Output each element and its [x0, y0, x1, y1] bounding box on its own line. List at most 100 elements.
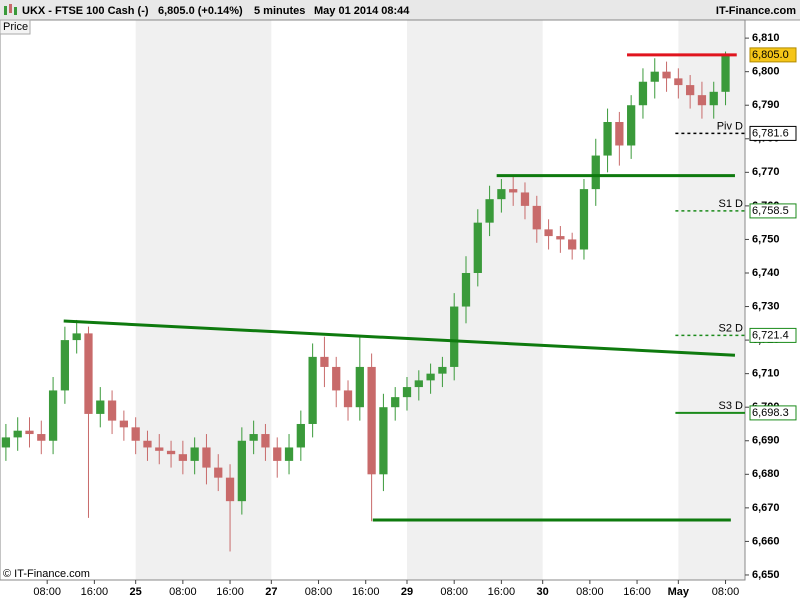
x-tick-label: 16:00: [352, 586, 380, 598]
candle-body: [178, 454, 187, 461]
candle-body: [296, 423, 305, 448]
day-shade: [135, 20, 272, 580]
symbol: UKX - FTSE 100 Cash (-): [22, 5, 149, 17]
candle-body: [13, 430, 22, 438]
candle-body: [131, 427, 140, 441]
brand: IT-Finance.com: [716, 5, 796, 17]
day-shade: [407, 20, 543, 580]
y-tick-label: 6,770: [752, 166, 780, 178]
candle-body: [84, 333, 93, 414]
level-tag: [749, 327, 797, 343]
level-name: Piv D: [717, 120, 743, 132]
x-tick-label: 16:00: [81, 586, 109, 598]
candle-body: [603, 122, 612, 156]
level-name: S1 D: [719, 198, 744, 210]
candle-body: [249, 434, 258, 441]
y-tick-label: 6,730: [752, 300, 780, 312]
candle-body: [107, 400, 117, 421]
candle-body: [48, 390, 58, 441]
candle-body: [485, 199, 494, 223]
x-tick-label: 25: [130, 586, 142, 598]
candle-body: [650, 71, 659, 82]
level-label: 6,721.4: [752, 329, 789, 341]
candle-body: [662, 71, 671, 79]
candle-body: [579, 189, 589, 250]
candle-body: [60, 340, 70, 391]
y-tick-label: 6,690: [752, 435, 780, 447]
y-tick-label: 6,710: [752, 368, 780, 380]
x-tick-label: 30: [537, 586, 549, 598]
y-tick-label: 6,680: [752, 468, 780, 480]
candle-body: [520, 192, 530, 206]
candle-body: [119, 420, 129, 428]
candle-body: [355, 366, 364, 408]
level-label: 6,781.6: [752, 127, 789, 139]
candle-body: [473, 222, 482, 273]
candle-body: [284, 447, 294, 461]
trend-line: [63, 319, 736, 357]
candle-body: [72, 333, 81, 341]
candle-body: [343, 390, 353, 408]
level-name: S3 D: [719, 400, 744, 412]
x-tick-label: 08:00: [440, 586, 468, 598]
x-tick-label: 16:00: [216, 586, 244, 598]
candle-body: [721, 54, 730, 92]
candle-body: [556, 236, 565, 240]
candle-body: [1, 437, 11, 448]
candle-body: [332, 366, 341, 391]
x-tick-label: 08:00: [33, 586, 61, 598]
y-tick-label: 6,750: [752, 233, 780, 245]
y-label: Price: [3, 21, 28, 33]
candle-body: [674, 78, 683, 86]
level-label: 6,758.5: [752, 205, 789, 217]
candle-body: [544, 229, 553, 237]
level-name: S2 D: [719, 322, 744, 334]
day-shade: [678, 20, 745, 580]
y-tick-label: 6,810: [752, 32, 780, 44]
candle-body: [627, 105, 636, 146]
candle-body: [615, 122, 624, 146]
x-tick-label: May: [668, 586, 690, 598]
candle-body: [568, 239, 577, 250]
y-tick-label: 6,650: [752, 569, 780, 581]
candle-body: [237, 440, 246, 502]
candle-body: [438, 366, 447, 374]
y-tick-label: 6,660: [752, 535, 780, 547]
candle-body: [402, 387, 412, 398]
candle-body: [391, 397, 400, 408]
candle-body: [461, 272, 471, 307]
candle-body: [638, 81, 648, 106]
x-tick-label: 08:00: [712, 586, 740, 598]
x-tick-label: 16:00: [488, 586, 516, 598]
candle-body: [379, 407, 388, 475]
candle-body: [214, 467, 223, 478]
interval: 5 minutes: [254, 5, 305, 17]
candle-body: [591, 155, 600, 190]
x-tick-label: 29: [401, 586, 413, 598]
plot-area: 08:00 16:00 25 08:00 16:00 27 08:00 16:00 29 08:0…: [0, 19, 797, 598]
candle-body: [367, 366, 376, 475]
last-price-label: 6,805.0: [752, 49, 789, 61]
candle-body: [202, 447, 211, 468]
candle-body: [686, 85, 695, 96]
footer: © IT-Finance.com: [3, 568, 90, 580]
candle-body: [509, 189, 518, 193]
last-price-tag: [749, 47, 797, 63]
y-label-box: [0, 19, 31, 35]
x-tick-label: 08:00: [169, 586, 197, 598]
candle-body: [25, 430, 34, 435]
candle-body: [497, 189, 506, 200]
level-tag: [749, 125, 797, 141]
x-tick-label: 08:00: [576, 586, 604, 598]
candle-body: [225, 477, 235, 502]
x-tick-label: 08:00: [305, 586, 333, 598]
level-label: 6,698.3: [752, 407, 789, 419]
header-bar: [0, 0, 800, 20]
datetime: May 01 2014 08:44: [314, 5, 410, 17]
candle-body: [709, 91, 718, 106]
x-tick-label: 16:00: [623, 586, 651, 598]
candle-body: [308, 356, 317, 424]
candle-body: [155, 447, 164, 451]
